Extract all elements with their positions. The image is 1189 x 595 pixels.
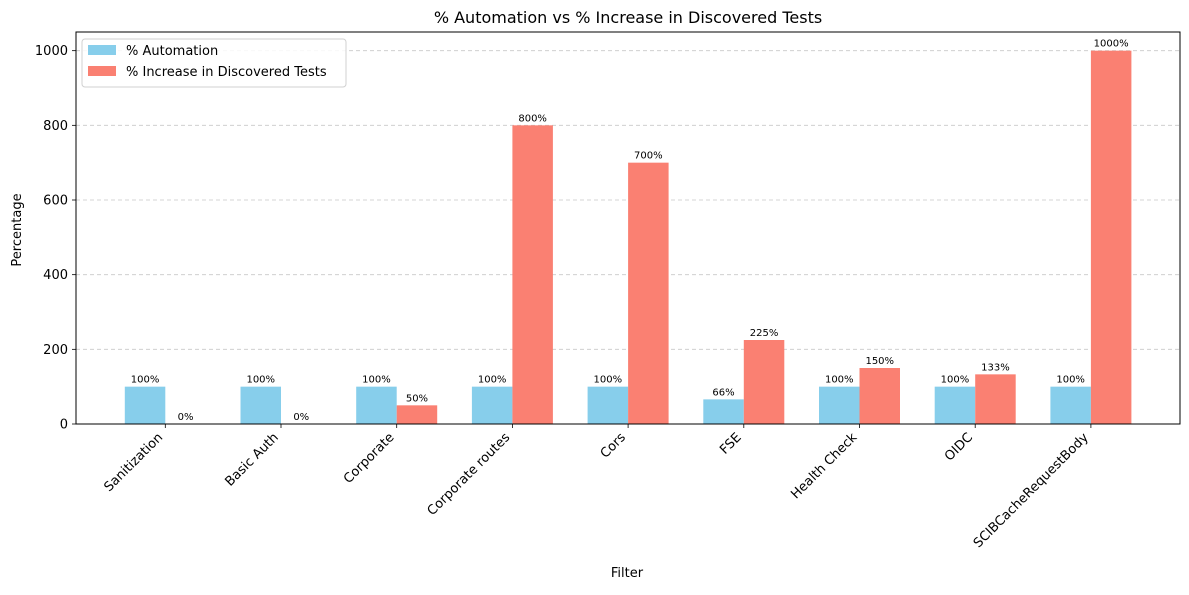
increase-value-label: 50% (406, 393, 428, 404)
legend: % Automation % Increase in Discovered Tes… (81, 38, 347, 88)
legend-swatch (88, 45, 116, 55)
automation-bar (587, 386, 629, 424)
automation-bar (703, 399, 744, 424)
data-labels: 100% 100% 100% 100% 100% 66% 100% 100% 100% 0% 0% 5… (131, 39, 1129, 423)
automation-bar (819, 386, 860, 424)
automation-value-label: 100% (362, 375, 391, 386)
automation-bar (1050, 386, 1091, 424)
chart-title: % Automation vs % Increase in Discovered… (434, 8, 822, 27)
increase-value-label: 150% (865, 356, 894, 367)
automation-value-label: 100% (941, 375, 970, 386)
increase-bar (1090, 50, 1132, 425)
automation-value-label: 100% (825, 375, 854, 386)
automation-value-label: 100% (1056, 375, 1085, 386)
y-tick-label: 200 (43, 343, 68, 358)
y-tick-label: 600 (43, 194, 68, 209)
increase-bar (975, 374, 1016, 424)
increase-value-label: 700% (634, 151, 663, 162)
automation-value-label: 100% (478, 375, 507, 386)
increase-bar (628, 162, 669, 424)
increase-value-label: 0% (178, 412, 194, 423)
legend-swatch (88, 66, 116, 76)
y-tick-label: 800 (43, 119, 68, 134)
automation-bar (124, 386, 166, 424)
automation-value-label: 100% (246, 375, 275, 386)
increase-value-label: 133% (981, 362, 1010, 373)
x-axis-title: Filter (611, 566, 644, 581)
increase-value-label: 225% (750, 328, 779, 339)
automation-value-label: 100% (131, 375, 160, 386)
legend-label: % Automation (126, 44, 218, 59)
increase-bar (512, 125, 553, 424)
automation-value-label: 100% (594, 375, 623, 386)
automation-bar (356, 386, 397, 424)
increase-bar (743, 340, 785, 424)
increase-value-label: 800% (518, 113, 547, 124)
bars (124, 50, 1132, 425)
increase-value-label: 0% (293, 412, 309, 423)
increase-value-label: 1000% (1094, 39, 1129, 50)
automation-bar (934, 386, 976, 424)
y-tick-label: 1000 (35, 44, 68, 59)
automation-bar (471, 386, 513, 424)
legend-box (81, 38, 347, 88)
y-tick-label: 0 (60, 418, 68, 433)
automation-value-label: 66% (712, 387, 734, 398)
increase-bar (396, 405, 438, 424)
y-axis-title: Percentage (10, 193, 25, 266)
legend-label: % Increase in Discovered Tests (126, 65, 327, 80)
automation-bar (240, 386, 281, 424)
increase-bar (859, 368, 900, 424)
y-tick-label: 400 (43, 268, 68, 283)
